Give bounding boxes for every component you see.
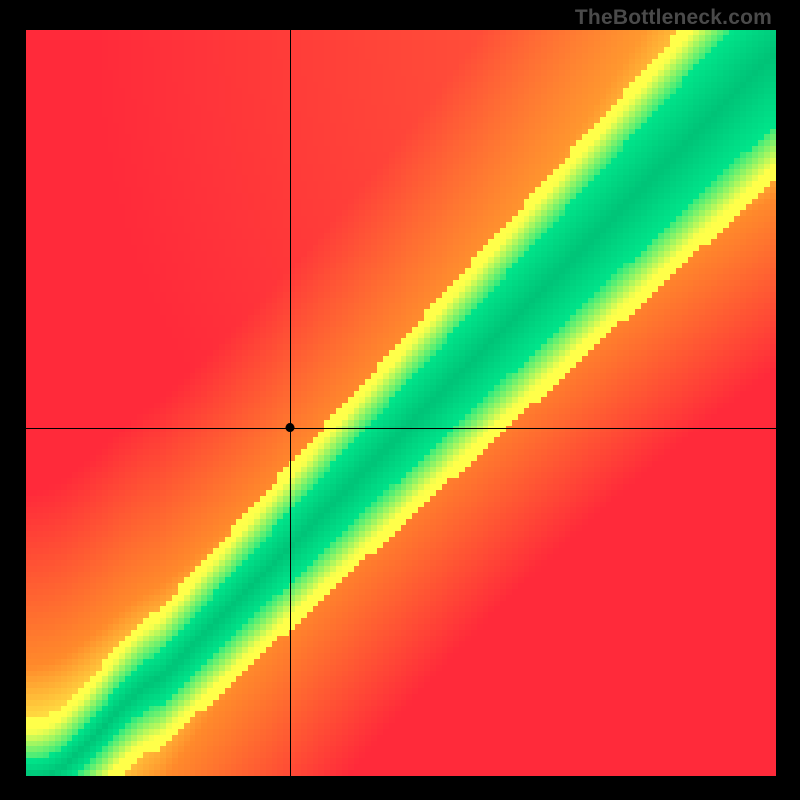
watermark-text: TheBottleneck.com <box>575 6 772 30</box>
bottleneck-heatmap <box>26 30 776 776</box>
